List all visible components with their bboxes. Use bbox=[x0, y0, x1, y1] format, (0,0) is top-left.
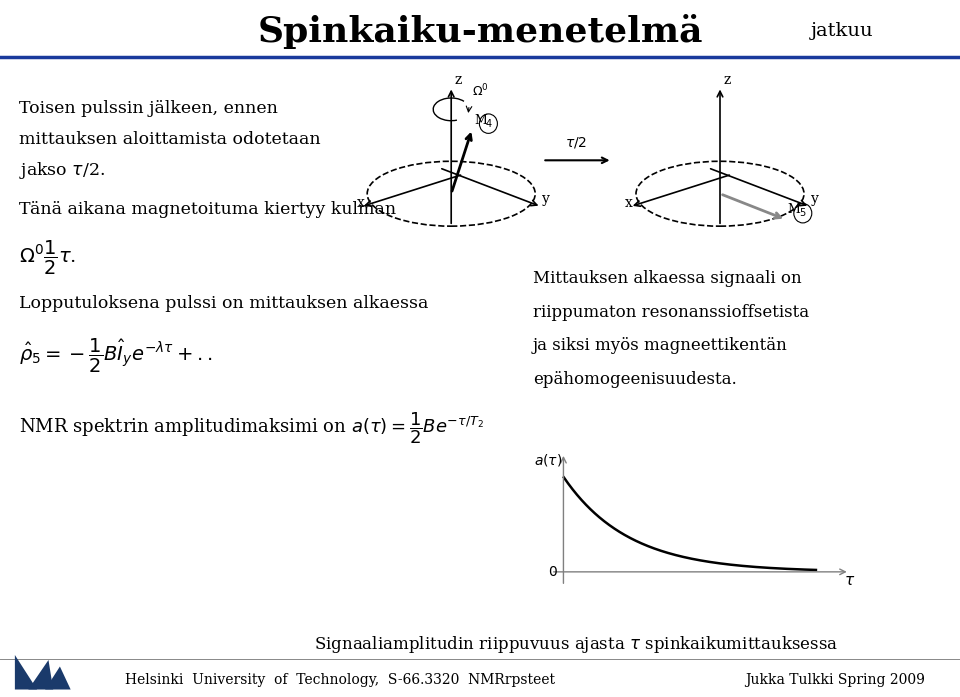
Text: jatkuu: jatkuu bbox=[811, 22, 874, 40]
Text: M: M bbox=[474, 114, 487, 128]
Text: x: x bbox=[356, 196, 364, 210]
Text: $0$: $0$ bbox=[548, 565, 558, 579]
Text: jakso $\tau$/2.: jakso $\tau$/2. bbox=[19, 160, 106, 181]
Text: Signaaliamplitudin riippuvuus ajasta $\tau$ spinkaikumittauksessa: Signaaliamplitudin riippuvuus ajasta $\t… bbox=[314, 634, 838, 655]
Text: y: y bbox=[542, 192, 550, 206]
Text: Helsinki  University  of  Technology,  S-66.3320  NMRrpsteet: Helsinki University of Technology, S-66.… bbox=[125, 673, 555, 687]
Text: z: z bbox=[724, 72, 731, 86]
Text: $a(\tau)$: $a(\tau)$ bbox=[535, 452, 563, 468]
Polygon shape bbox=[29, 660, 53, 689]
Text: $\hat{\rho}_5 = -\dfrac{1}{2}B\hat{I}_y e^{-\lambda\tau}+..$: $\hat{\rho}_5 = -\dfrac{1}{2}B\hat{I}_y … bbox=[19, 337, 213, 374]
Text: x: x bbox=[625, 196, 633, 210]
Text: z: z bbox=[455, 72, 462, 86]
Text: Tänä aikana magnetoituma kiertyy kulman: Tänä aikana magnetoituma kiertyy kulman bbox=[19, 201, 396, 217]
Text: y: y bbox=[811, 192, 819, 206]
Polygon shape bbox=[14, 655, 37, 689]
Polygon shape bbox=[45, 666, 71, 689]
Text: $\tau/2$: $\tau/2$ bbox=[565, 135, 587, 150]
Text: Jukka Tulkki Spring 2009: Jukka Tulkki Spring 2009 bbox=[745, 673, 925, 687]
Text: 4: 4 bbox=[486, 118, 492, 129]
Text: M: M bbox=[787, 204, 800, 216]
Text: 5: 5 bbox=[800, 208, 806, 218]
Text: Lopputuloksena pulssi on mittauksen alkaessa: Lopputuloksena pulssi on mittauksen alka… bbox=[19, 295, 428, 312]
Text: Mittauksen alkaessa signaali on: Mittauksen alkaessa signaali on bbox=[533, 270, 802, 287]
Text: NMR spektrin amplitudimaksimi on $a(\tau)=\dfrac{1}{2}Be^{-\tau/T_2}$: NMR spektrin amplitudimaksimi on $a(\tau… bbox=[19, 411, 484, 447]
Text: mittauksen aloittamista odotetaan: mittauksen aloittamista odotetaan bbox=[19, 131, 321, 148]
Text: $\Omega^0\dfrac{1}{2}\tau$.: $\Omega^0\dfrac{1}{2}\tau$. bbox=[19, 239, 77, 277]
Text: riippumaton resonanssioffsetista: riippumaton resonanssioffsetista bbox=[533, 304, 809, 321]
Text: ja siksi myös magneettikentän: ja siksi myös magneettikentän bbox=[533, 337, 787, 354]
Text: $\tau$: $\tau$ bbox=[844, 574, 855, 588]
Text: $\Omega^0$: $\Omega^0$ bbox=[472, 83, 489, 100]
Text: epähomogeenisuudesta.: epähomogeenisuudesta. bbox=[533, 371, 736, 388]
Text: Toisen pulssin jälkeen, ennen: Toisen pulssin jälkeen, ennen bbox=[19, 100, 278, 116]
Text: Spinkaiku-menetelmä: Spinkaiku-menetelmä bbox=[257, 14, 703, 49]
